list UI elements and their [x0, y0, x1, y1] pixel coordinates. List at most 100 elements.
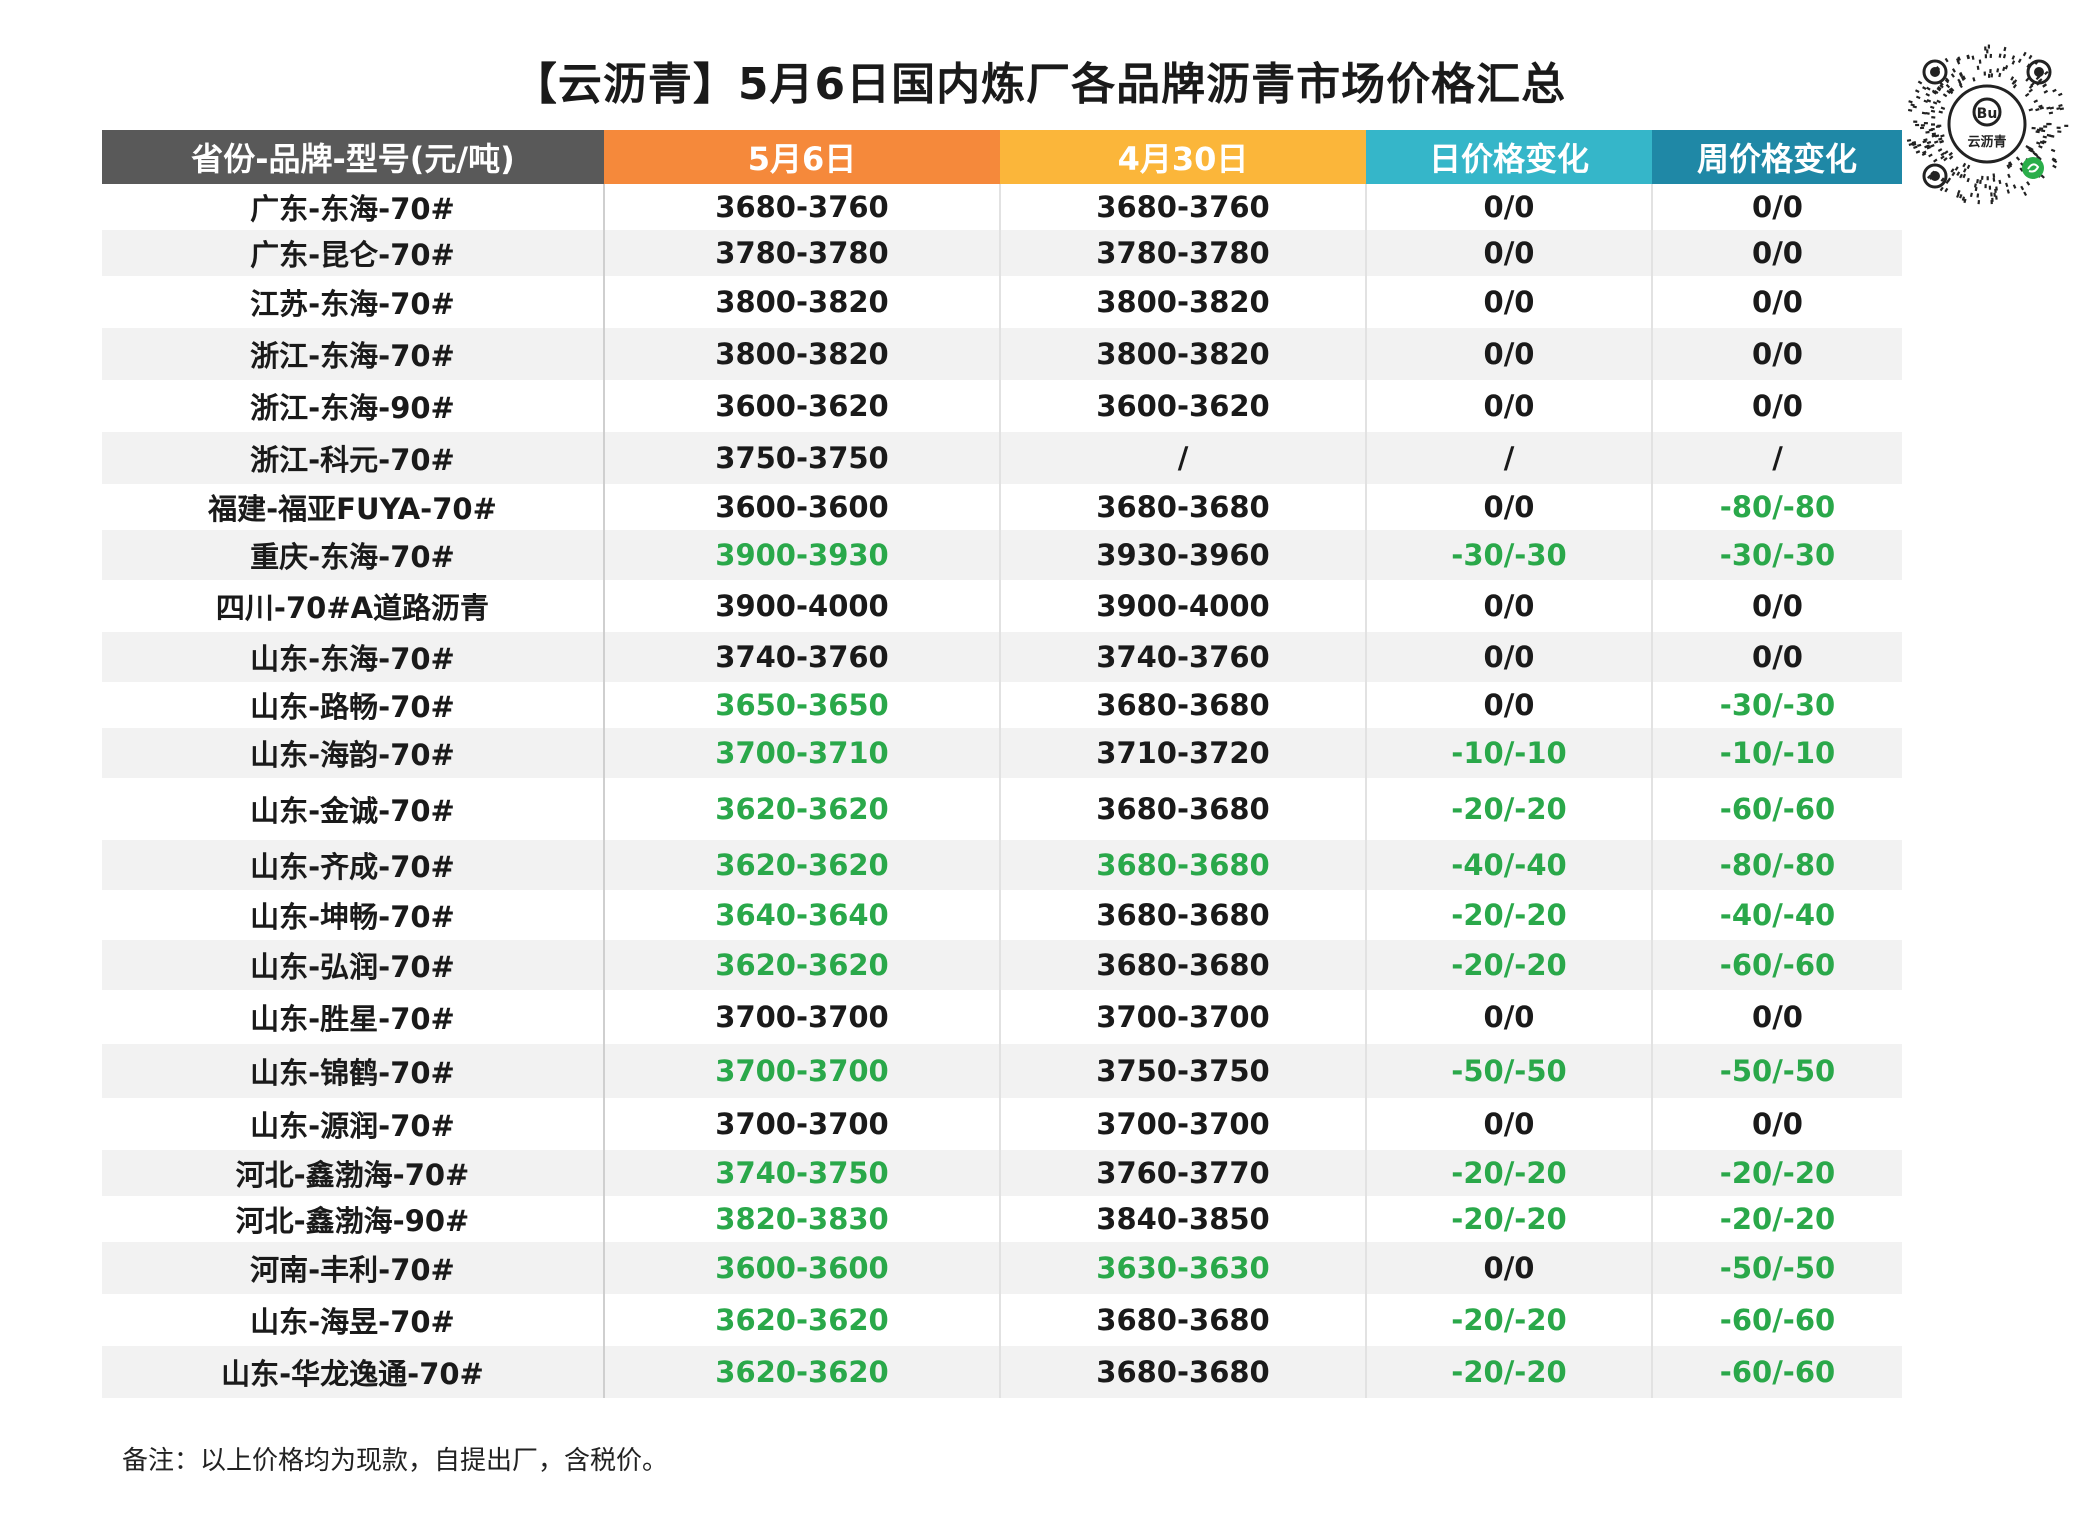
previous-price-cell: 3800-3820	[999, 276, 1366, 328]
table-row: 山东-华龙逸通-70# 3620-3620 3680-3680 -20/-20 -60/…	[102, 1346, 1902, 1398]
previous-price-cell: 3680-3680	[999, 1294, 1366, 1346]
weekly-change-cell: -60/-60	[1651, 778, 1902, 840]
daily-change-cell: 0/0	[1365, 276, 1652, 328]
previous-price-cell: /	[999, 432, 1366, 484]
daily-change-cell: -30/-30	[1365, 530, 1652, 580]
table-row: 河北-鑫渤海-90# 3820-3830 3840-3850 -20/-20 -20/-…	[102, 1196, 1902, 1242]
brand-cell: 山东-东海-70#	[102, 632, 605, 682]
table-row: 四川-70#A道路沥青 3900-4000 3900-4000 0/0 0/0	[102, 580, 1902, 632]
weekly-change-cell: -50/-50	[1651, 1044, 1902, 1098]
previous-price-cell: 3680-3680	[999, 940, 1366, 990]
weekly-change-cell: -30/-30	[1651, 530, 1902, 580]
previous-price-cell: 3840-3850	[999, 1196, 1366, 1242]
weekly-change-cell: -20/-20	[1651, 1150, 1902, 1196]
table-row: 河北-鑫渤海-70# 3740-3750 3760-3770 -20/-20 -20/-…	[102, 1150, 1902, 1196]
daily-change-cell: -40/-40	[1365, 840, 1652, 890]
previous-price-cell: 3680-3680	[999, 778, 1366, 840]
current-price-cell: 3620-3620	[603, 1346, 1000, 1398]
table-row: 广东-昆仑-70# 3780-3780 3780-3780 0/0 0/0	[102, 230, 1902, 276]
weekly-change-cell: -60/-60	[1651, 1346, 1902, 1398]
current-price-cell: 3900-3930	[603, 530, 1000, 580]
brand-cell: 河南-丰利-70#	[102, 1242, 605, 1294]
weekly-change-cell: 0/0	[1651, 1098, 1902, 1150]
weekly-change-cell: 0/0	[1651, 990, 1902, 1044]
previous-price-cell: 3680-3680	[999, 840, 1366, 890]
brand-cell: 重庆-东海-70#	[102, 530, 605, 580]
current-price-cell: 3620-3620	[603, 1294, 1000, 1346]
brand-cell: 浙江-东海-90#	[102, 380, 605, 432]
previous-price-cell: 3740-3760	[999, 632, 1366, 682]
table-row: 重庆-东海-70# 3900-3930 3930-3960 -30/-30 -30/-3…	[102, 530, 1902, 580]
brand-cell: 山东-华龙逸通-70#	[102, 1346, 605, 1398]
daily-change-cell: 0/0	[1365, 184, 1652, 230]
brand-cell: 浙江-东海-70#	[102, 328, 605, 380]
previous-price-cell: 3700-3700	[999, 1098, 1366, 1150]
table-header-row: 省份-品牌-型号(元/吨) 5月6日 4月30日 日价格变化 周价格变化	[102, 130, 1902, 184]
previous-price-cell: 3780-3780	[999, 230, 1366, 276]
qr-logo-text: Bu	[1977, 106, 1998, 122]
daily-change-cell: /	[1365, 432, 1652, 484]
brand-cell: 河北-鑫渤海-70#	[102, 1150, 605, 1196]
table-row: 江苏-东海-70# 3800-3820 3800-3820 0/0 0/0	[102, 276, 1902, 328]
previous-price-cell: 3760-3770	[999, 1150, 1366, 1196]
brand-cell: 山东-海昱-70#	[102, 1294, 605, 1346]
current-price-cell: 3600-3620	[603, 380, 1000, 432]
daily-change-cell: -20/-20	[1365, 1196, 1652, 1242]
weekly-change-cell: 0/0	[1651, 230, 1902, 276]
daily-change-cell: -20/-20	[1365, 1150, 1652, 1196]
weekly-change-cell: /	[1651, 432, 1902, 484]
price-table: 省份-品牌-型号(元/吨) 5月6日 4月30日 日价格变化 周价格变化 广东-…	[102, 130, 1902, 1398]
table-row: 山东-胜星-70# 3700-3700 3700-3700 0/0 0/0	[102, 990, 1902, 1044]
table-row: 浙江-东海-70# 3800-3820 3800-3820 0/0 0/0	[102, 328, 1902, 380]
mini-program-qr-icon: Bu 云沥青	[1906, 44, 2069, 205]
weekly-change-cell: -20/-20	[1651, 1196, 1902, 1242]
current-price-cell: 3620-3620	[603, 778, 1000, 840]
weekly-change-cell: -40/-40	[1651, 890, 1902, 940]
table-row: 山东-坤畅-70# 3640-3640 3680-3680 -20/-20 -40/-4…	[102, 890, 1902, 940]
daily-change-cell: -20/-20	[1365, 1346, 1652, 1398]
current-price-cell: 3700-3700	[603, 990, 1000, 1044]
daily-change-cell: -20/-20	[1365, 890, 1652, 940]
header-weekly-change: 周价格变化	[1652, 130, 1902, 184]
header-current-date: 5月6日	[604, 130, 1000, 184]
daily-change-cell: 0/0	[1365, 682, 1652, 728]
table-row: 河南-丰利-70# 3600-3600 3630-3630 0/0 -50/-50	[102, 1242, 1902, 1294]
brand-cell: 浙江-科元-70#	[102, 432, 605, 484]
weekly-change-cell: -60/-60	[1651, 940, 1902, 990]
table-row: 山东-弘润-70# 3620-3620 3680-3680 -20/-20 -60/-6…	[102, 940, 1902, 990]
current-price-cell: 3640-3640	[603, 890, 1000, 940]
weekly-change-cell: 0/0	[1651, 328, 1902, 380]
current-price-cell: 3780-3780	[603, 230, 1000, 276]
weekly-change-cell: -80/-80	[1651, 484, 1902, 530]
brand-cell: 山东-锦鹤-70#	[102, 1044, 605, 1098]
daily-change-cell: -10/-10	[1365, 728, 1652, 778]
current-price-cell: 3740-3760	[603, 632, 1000, 682]
daily-change-cell: 0/0	[1365, 230, 1652, 276]
daily-change-cell: -50/-50	[1365, 1044, 1652, 1098]
table-row: 浙江-东海-90# 3600-3620 3600-3620 0/0 0/0	[102, 380, 1902, 432]
brand-cell: 广东-昆仑-70#	[102, 230, 605, 276]
brand-cell: 河北-鑫渤海-90#	[102, 1196, 605, 1242]
table-row: 山东-齐成-70# 3620-3620 3680-3680 -40/-40 -80/-8…	[102, 840, 1902, 890]
previous-price-cell: 3750-3750	[999, 1044, 1366, 1098]
brand-cell: 山东-源润-70#	[102, 1098, 605, 1150]
daily-change-cell: 0/0	[1365, 484, 1652, 530]
current-price-cell: 3680-3760	[603, 184, 1000, 230]
table-row: 浙江-科元-70# 3750-3750// /	[102, 432, 1902, 484]
previous-price-cell: 3680-3680	[999, 484, 1366, 530]
page-title: 【云沥青】5月6日国内炼厂各品牌沥青市场价格汇总	[512, 59, 1567, 110]
weekly-change-cell: 0/0	[1651, 380, 1902, 432]
brand-cell: 山东-弘润-70#	[102, 940, 605, 990]
previous-price-cell: 3600-3620	[999, 380, 1366, 432]
table-row: 山东-源润-70# 3700-3700 3700-3700 0/0 0/0	[102, 1098, 1902, 1150]
weekly-change-cell: 0/0	[1651, 580, 1902, 632]
header-previous-date: 4月30日	[1000, 130, 1366, 184]
current-price-cell: 3820-3830	[603, 1196, 1000, 1242]
daily-change-cell: 0/0	[1365, 580, 1652, 632]
weekly-change-cell: -30/-30	[1651, 682, 1902, 728]
table-row: 广东-东海-70# 3680-3760 3680-3760 0/0 0/0	[102, 184, 1902, 230]
current-price-cell: 3900-4000	[603, 580, 1000, 632]
table-row: 山东-金诚-70# 3620-3620 3680-3680 -20/-20 -60/-6…	[102, 778, 1902, 840]
brand-cell: 山东-坤畅-70#	[102, 890, 605, 940]
previous-price-cell: 3680-3760	[999, 184, 1366, 230]
